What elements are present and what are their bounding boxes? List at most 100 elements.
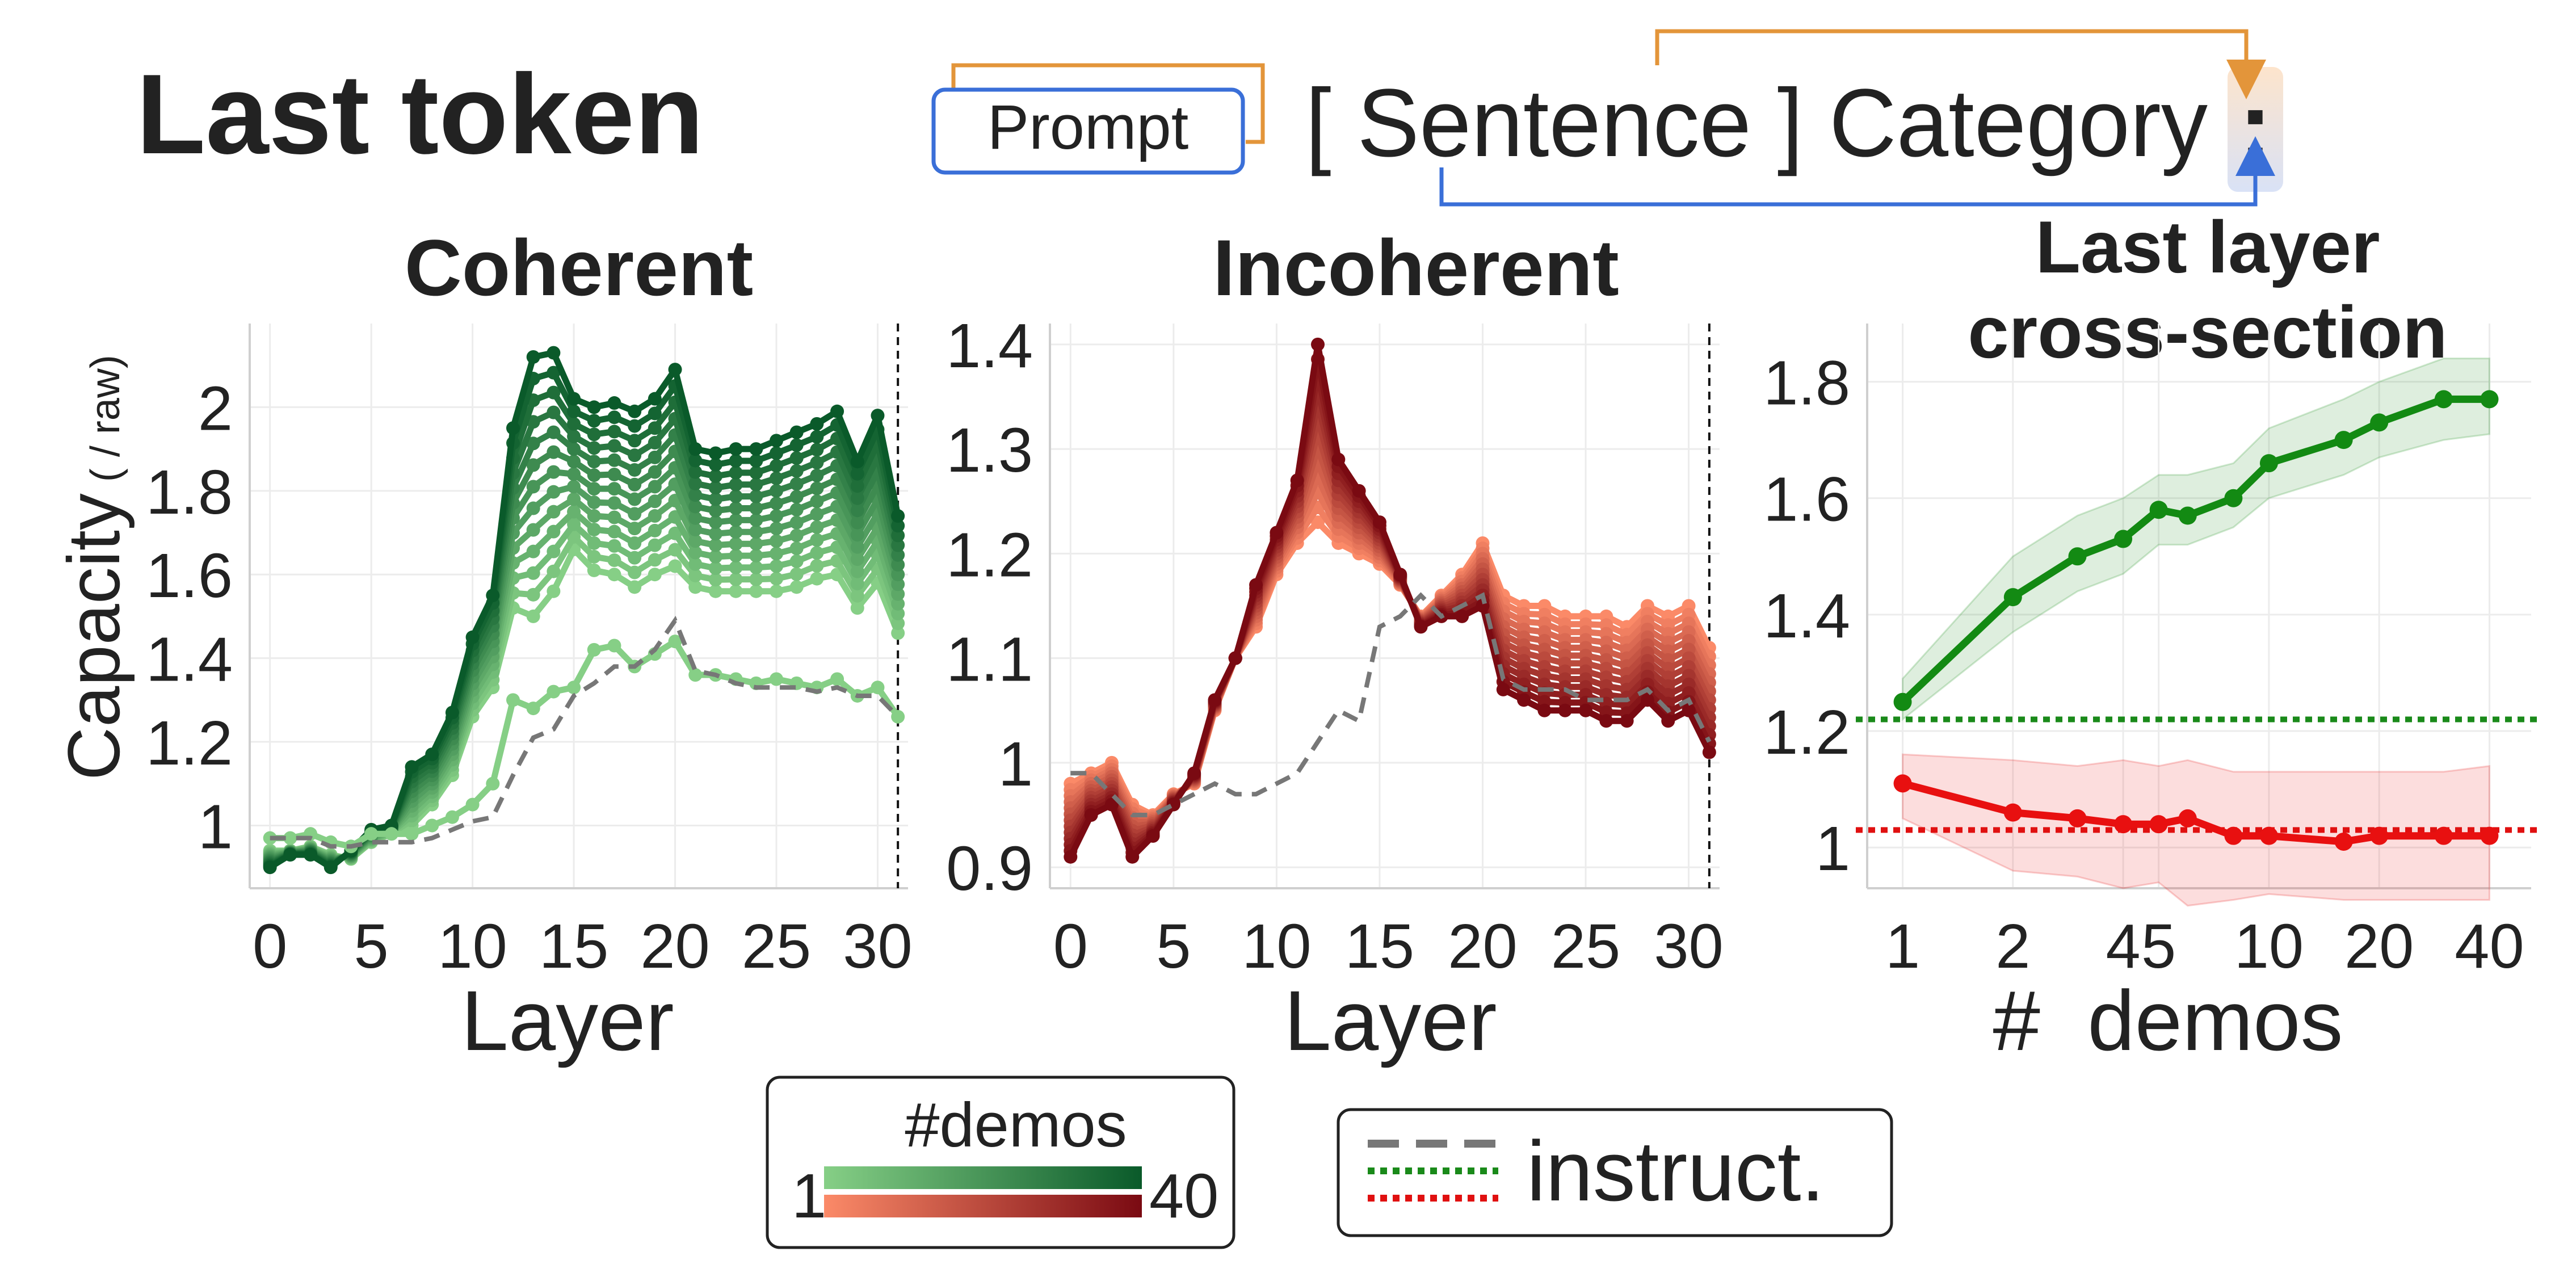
x-tick-label: 25 xyxy=(742,912,811,981)
demo-series-point xyxy=(1702,745,1716,759)
demo-series-point xyxy=(708,549,722,564)
y-tick-label: 1.2 xyxy=(946,520,1033,590)
x-tick-label: 0 xyxy=(253,912,287,981)
series-point xyxy=(2224,489,2243,507)
demo-series-point xyxy=(628,434,642,448)
demo-series-point xyxy=(850,455,864,469)
demo-series-point xyxy=(526,480,540,494)
demo-series-point xyxy=(770,446,783,460)
demo-series-point xyxy=(770,584,783,598)
legend-red-gradient xyxy=(824,1195,1142,1217)
demo-series-point xyxy=(567,442,581,456)
demo-series-point xyxy=(1558,703,1572,717)
series-point xyxy=(2334,431,2353,450)
demo-series-point xyxy=(668,363,682,377)
series-point xyxy=(2259,454,2278,473)
demo-series-point xyxy=(607,453,621,467)
demo-series-point xyxy=(628,477,642,492)
demo-series-point xyxy=(729,584,743,598)
demo-series-point xyxy=(648,553,662,567)
prompt-orange-bracket xyxy=(951,63,1265,144)
series-point xyxy=(2178,506,2197,525)
one-demo-point xyxy=(567,681,581,695)
demo-series-point xyxy=(850,552,864,566)
demo-series-point xyxy=(789,515,804,530)
demo-series-point xyxy=(688,442,703,456)
demo-series-point xyxy=(1290,473,1304,488)
demo-series-point xyxy=(749,453,763,468)
demo-series-point xyxy=(628,522,642,536)
demo-series-point xyxy=(648,538,662,552)
y-tick-label: 1.2 xyxy=(146,708,233,778)
x-tick-label: 1 xyxy=(1885,912,1920,981)
demo-series-point xyxy=(770,459,783,473)
x-tick-label: 15 xyxy=(1345,912,1414,981)
demo-series-line xyxy=(270,546,901,862)
demo-series-point xyxy=(628,404,642,418)
demo-series-point xyxy=(547,524,561,539)
demo-series-point xyxy=(567,480,581,494)
x-tick-label: 5 xyxy=(354,912,389,981)
demo-series-point xyxy=(708,584,722,598)
demo-series-point xyxy=(607,396,621,410)
demo-series-point xyxy=(789,567,804,581)
demo-series-point xyxy=(891,509,905,523)
demo-series-point xyxy=(891,587,905,601)
demo-series-point xyxy=(749,513,763,527)
demo-series-point xyxy=(648,509,662,523)
x-tick-label: 20 xyxy=(1448,912,1517,981)
one-demo-point xyxy=(668,635,682,649)
demo-series-line xyxy=(1068,474,1712,824)
demo-series-point xyxy=(810,507,824,521)
demo-series-point xyxy=(587,482,601,496)
demo-series-point xyxy=(648,480,662,494)
y-axis-label-unit: ( / raw) xyxy=(83,355,128,482)
demo-series-point xyxy=(729,453,743,468)
demo-series-point xyxy=(547,505,561,519)
one-demo-point xyxy=(486,776,500,791)
demo-series-point xyxy=(770,496,783,510)
demo-series-point xyxy=(587,441,601,455)
demo-series-point xyxy=(1270,526,1284,540)
demo-series-point xyxy=(1187,766,1201,780)
demo-series-point xyxy=(850,601,864,615)
demo-series-point xyxy=(770,547,783,561)
demo-series-point xyxy=(850,528,864,542)
x-tick-label: 5 xyxy=(2141,912,2176,981)
demo-series-point xyxy=(607,439,621,453)
demo-series-point xyxy=(567,492,581,506)
demo-series-point xyxy=(486,589,500,603)
one-demo-point xyxy=(263,831,277,845)
instruct-line xyxy=(1070,592,1712,817)
demo-series-line xyxy=(269,496,901,862)
demo-series-point xyxy=(770,484,783,498)
demo-series-point xyxy=(1311,515,1325,530)
x-axis-label-demos: # demos xyxy=(1993,973,2343,1068)
series-point xyxy=(2149,815,2168,834)
demo-series-point xyxy=(1208,693,1222,707)
demo-series-point xyxy=(749,584,763,598)
demo-series-point xyxy=(547,346,561,360)
legend-demos-title: #demos xyxy=(905,1090,1127,1160)
x-tick-label: 2 xyxy=(1995,912,2030,981)
one-demo-point xyxy=(770,672,783,686)
demo-series-point xyxy=(628,551,642,565)
demo-series-point xyxy=(789,528,804,543)
demo-series-point xyxy=(567,417,581,431)
demo-series-point xyxy=(587,549,601,564)
demo-series-point xyxy=(891,558,905,572)
demo-series-point xyxy=(810,417,824,431)
demo-series-point xyxy=(891,528,905,543)
demo-series-point xyxy=(729,442,743,456)
demo-series-point xyxy=(607,510,621,524)
demo-series-point xyxy=(789,541,804,556)
demo-series-point xyxy=(648,465,662,479)
y-tick-label: 1.6 xyxy=(1763,465,1850,535)
demo-series-point xyxy=(891,538,905,552)
one-demo-point xyxy=(526,702,540,716)
legend-demos: #demos 1 40 xyxy=(766,1076,1236,1249)
series-point xyxy=(2114,530,2133,548)
chart-title-cross-section-line1: Last layer xyxy=(2035,205,2380,288)
demo-series-point xyxy=(850,564,864,578)
series-point xyxy=(2178,809,2197,828)
